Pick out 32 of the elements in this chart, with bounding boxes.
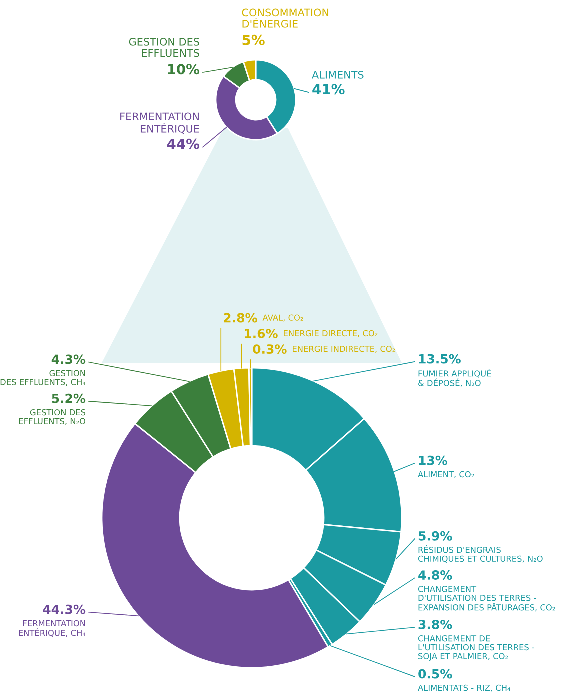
data-label: 1.6% <box>245 328 278 338</box>
data-label: 4.8% <box>418 570 452 580</box>
slice-label: GESTION DES EFFLUENTS, CH₄ <box>0 370 86 386</box>
data-label: 0.3% <box>253 344 287 354</box>
data-label: 5.2% <box>52 394 86 404</box>
slice-label: RÉSIDUS D'ENGRAIS CHIMIQUES ET CULTURES, N₂O <box>418 545 543 563</box>
slice-label: ALIMENTS <box>312 71 364 79</box>
slice-label: FERMENTATION ENTÉRIQUE, CH₄ <box>19 620 86 638</box>
data-label: 13% <box>419 456 448 466</box>
data-label: 10% <box>168 64 200 75</box>
slice-label: GESTION DES EFFLUENTS <box>129 38 200 58</box>
data-label: 13.5% <box>419 354 461 364</box>
slice-label: CONSOMMATION D'ÉNERGIE <box>242 8 329 28</box>
slice-label: ALIMENT, CO₂ <box>418 471 474 478</box>
data-label: 41% <box>312 84 345 95</box>
slice-label: GESTION DES EFFLUENTS, N₂O <box>19 409 86 426</box>
data-label: 0.5% <box>418 669 452 679</box>
slice-label: ENERGIE DIRECTE, CO₂ <box>284 330 378 338</box>
slice-label: FUMIER APPLIQUÉ & DÉPOSÉ, N₂O <box>418 369 492 388</box>
slice-label: CHANGEMENT D'UTILISATION DES TERRES - EXPANSION DES PÂTURAGES, CO₂ <box>418 586 556 612</box>
data-label: 2.8% <box>224 313 258 323</box>
slice-label: CHANGEMENT DE L'UTILISATION DES TERRES - SOJA ET PALMIER, CO₂ <box>418 636 535 661</box>
slice-label: AVAL, CO₂ <box>262 314 304 322</box>
data-label: 4.3% <box>52 354 86 364</box>
data-label: 44.3% <box>43 604 86 614</box>
data-label: 5% <box>242 34 265 46</box>
slice-label: ALIMENTATS - RIZ, CH₄ <box>418 684 511 692</box>
data-label: 5.9% <box>418 531 452 541</box>
data-label: 44% <box>167 138 200 150</box>
data-label: 3.8% <box>418 620 452 630</box>
slice-label: FERMENTATION ENTÉRIQUE <box>120 112 200 134</box>
slice-label: ENERGIE INDIRECTE, CO₂ <box>293 346 396 354</box>
